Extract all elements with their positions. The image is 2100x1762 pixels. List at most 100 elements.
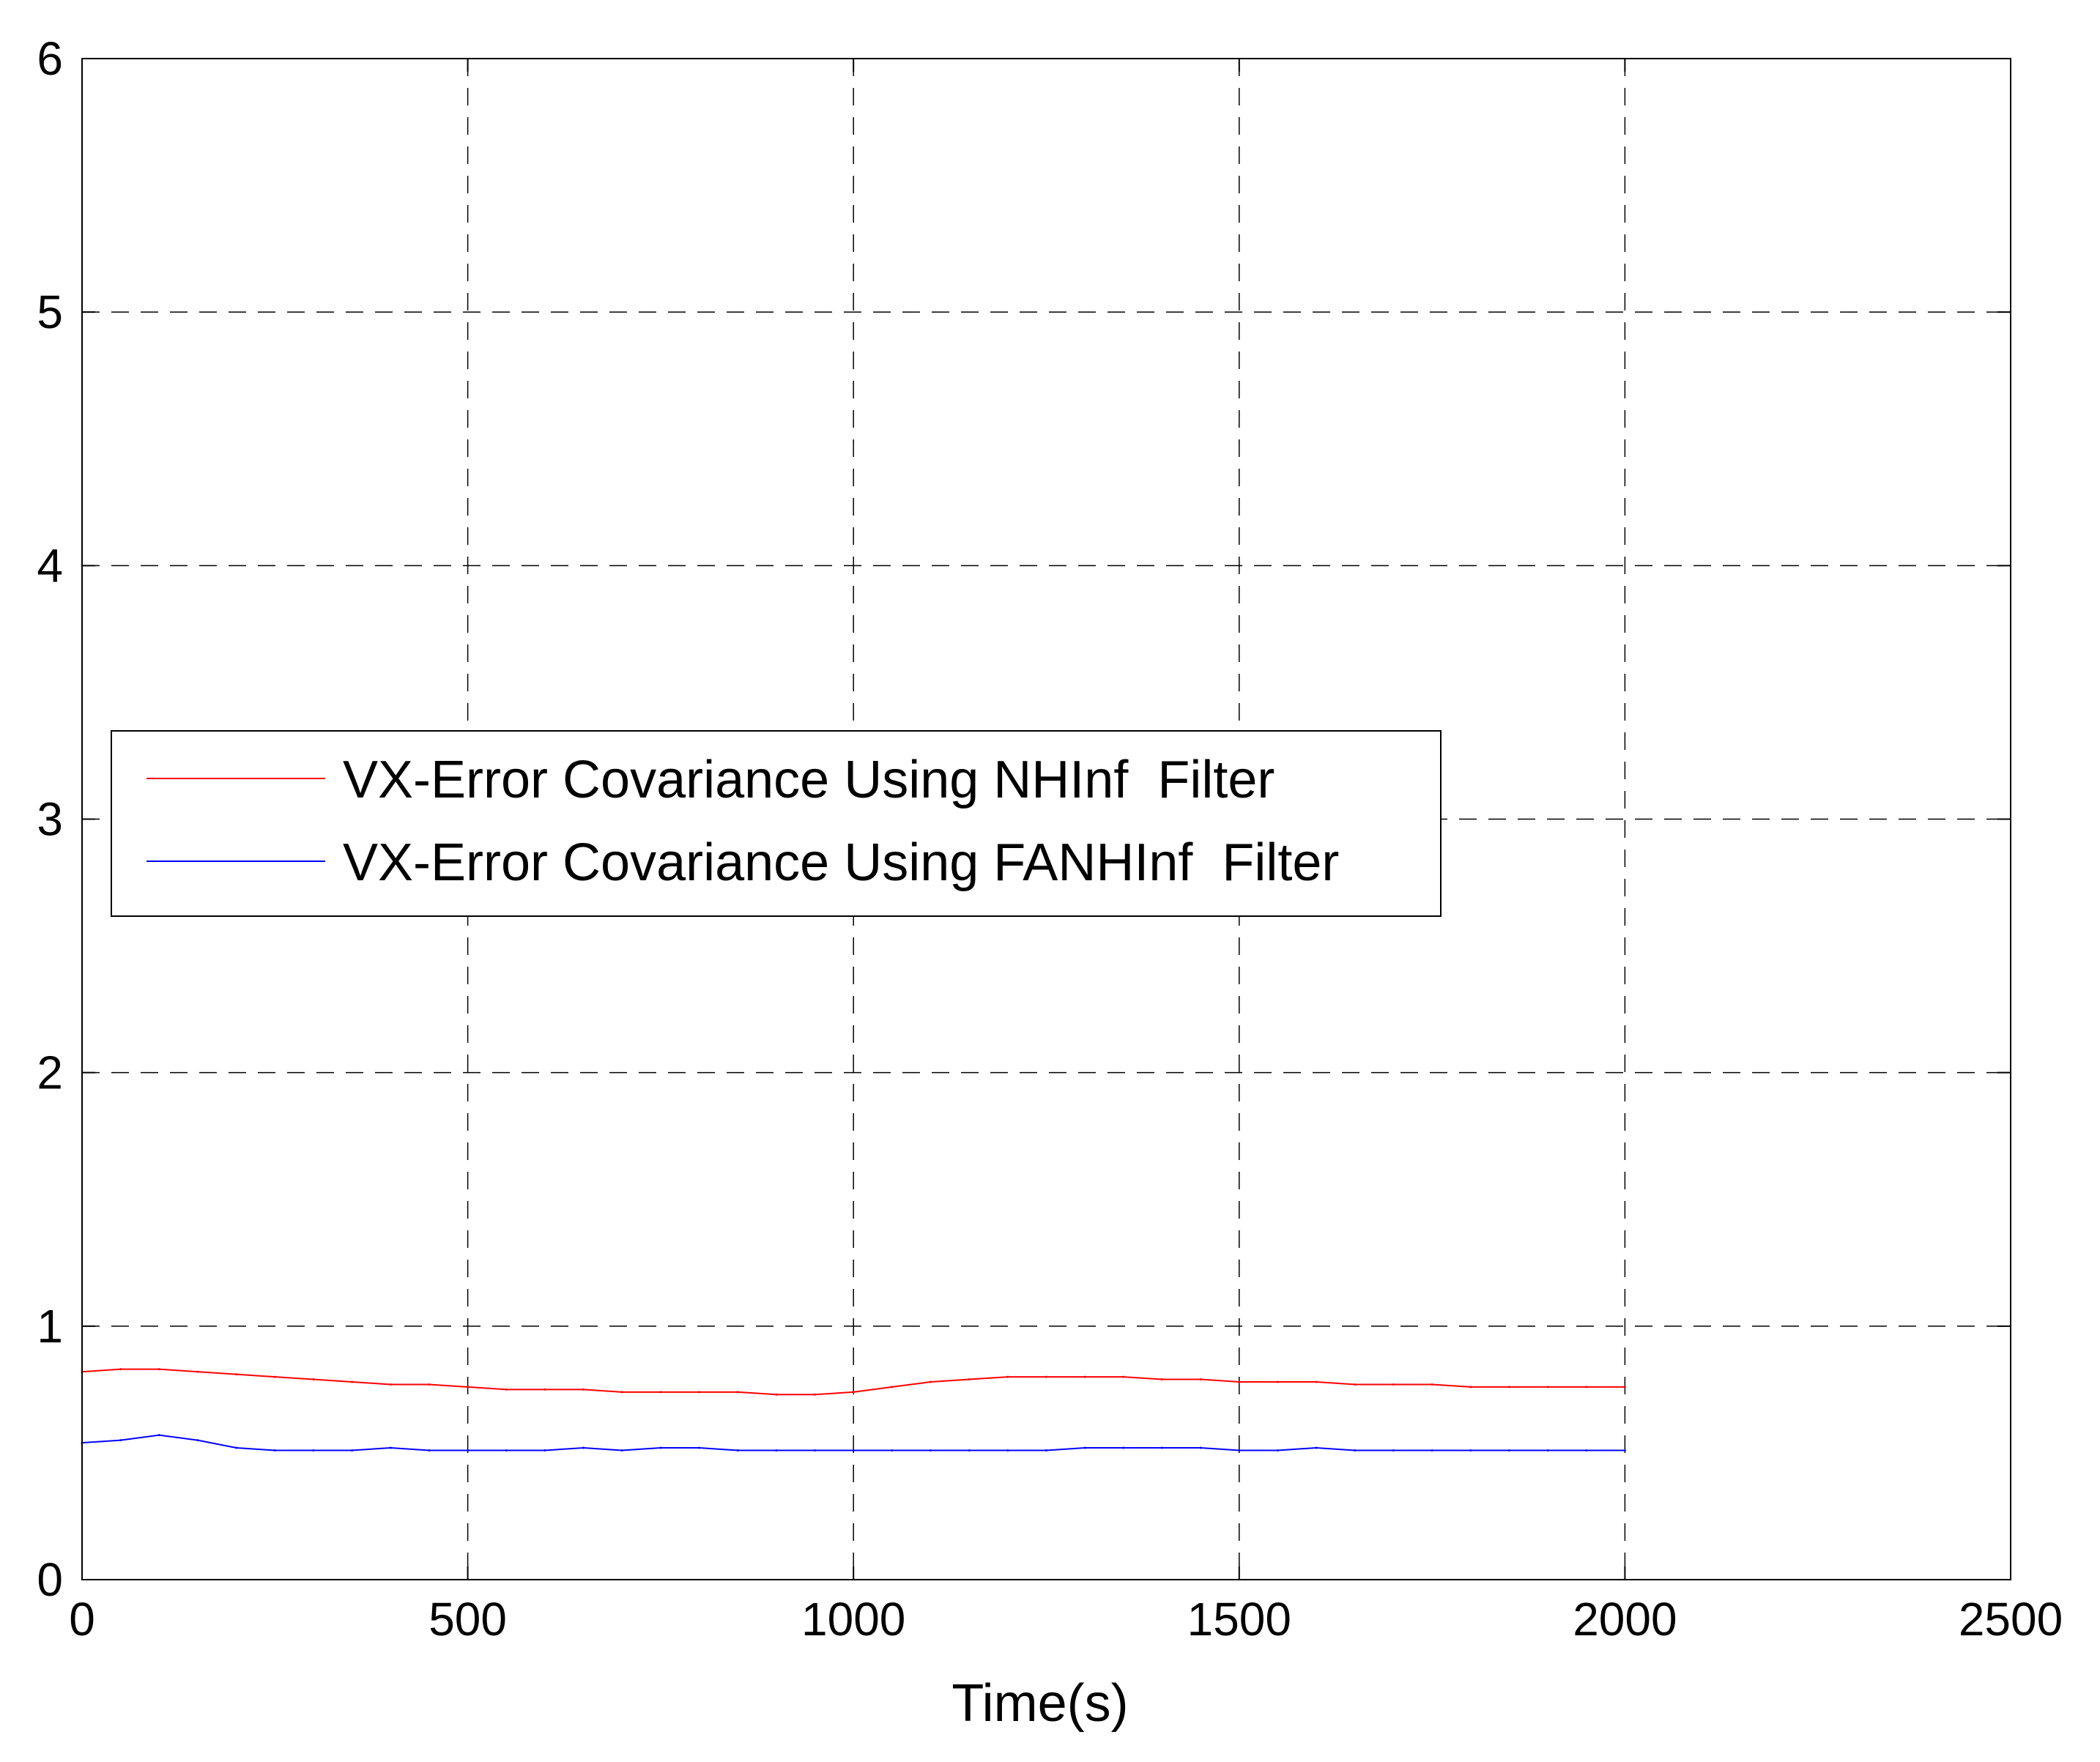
data-point (351, 1380, 354, 1383)
data-point (543, 1449, 546, 1451)
data-point (1431, 1449, 1433, 1451)
data-point (1122, 1375, 1125, 1378)
y-tick-label: 3 (37, 793, 63, 846)
data-point (1354, 1449, 1357, 1451)
data-point (852, 1391, 855, 1394)
data-point (1199, 1446, 1202, 1449)
data-point (698, 1391, 701, 1394)
y-tick-label: 2 (37, 1047, 63, 1099)
data-point (1276, 1449, 1279, 1451)
y-tick-label: 1 (37, 1300, 63, 1353)
data-point (1585, 1386, 1588, 1389)
data-point (814, 1449, 817, 1451)
data-point (968, 1378, 971, 1381)
data-point (1276, 1380, 1279, 1383)
data-point (891, 1386, 894, 1389)
data-point (736, 1391, 739, 1394)
data-point (620, 1449, 623, 1451)
tick-labels: 0 500 1000 1500 2000 2500 0 1 2 3 4 5 6 (37, 32, 2063, 1646)
data-point (235, 1446, 238, 1449)
data-point (1392, 1449, 1395, 1451)
data-point (1623, 1386, 1626, 1389)
data-point (1469, 1449, 1472, 1451)
data-point (659, 1446, 662, 1449)
data-point (1431, 1383, 1433, 1386)
y-tick-label: 4 (37, 539, 63, 592)
data-point (389, 1383, 392, 1386)
data-point (1238, 1380, 1241, 1383)
data-point (1083, 1375, 1086, 1378)
data-point (467, 1449, 470, 1451)
data-point (1006, 1375, 1009, 1378)
series-layer (81, 1368, 1626, 1451)
data-point (1083, 1446, 1086, 1449)
data-point (1315, 1446, 1318, 1449)
data-point (505, 1449, 508, 1451)
data-point (930, 1449, 932, 1451)
data-point (1546, 1449, 1549, 1451)
data-point (1006, 1449, 1009, 1451)
data-point (157, 1368, 160, 1371)
x-tick-label: 500 (428, 1593, 507, 1646)
x-tick-label: 2000 (1573, 1593, 1677, 1646)
data-point (736, 1449, 739, 1451)
data-point (273, 1449, 276, 1451)
data-point (1623, 1449, 1626, 1451)
data-point (1354, 1383, 1357, 1386)
data-point (428, 1383, 431, 1386)
data-point (196, 1439, 199, 1442)
data-point (1315, 1380, 1318, 1383)
data-point (543, 1388, 546, 1391)
data-point (582, 1446, 585, 1449)
data-point (196, 1370, 199, 1373)
data-point (1507, 1386, 1510, 1389)
data-point (814, 1393, 817, 1396)
data-point (620, 1391, 623, 1394)
data-point (1122, 1446, 1125, 1449)
x-tick-label: 1000 (801, 1593, 905, 1646)
data-point (351, 1449, 354, 1451)
data-point (119, 1439, 122, 1442)
data-point (1238, 1449, 1241, 1451)
data-point (1507, 1449, 1510, 1451)
data-point (1585, 1449, 1588, 1451)
legend-label-fanhinf: VX-Error Covariance Using FANHInf Filter (343, 833, 1339, 892)
data-point (1546, 1386, 1549, 1389)
data-point (582, 1388, 585, 1391)
data-point (968, 1449, 971, 1451)
data-point (389, 1446, 392, 1449)
data-point (1199, 1378, 1202, 1381)
data-point (1160, 1378, 1163, 1381)
data-point (505, 1388, 508, 1391)
data-point (891, 1449, 894, 1451)
legend-box (111, 730, 1442, 917)
y-tick-label: 5 (37, 286, 63, 338)
data-point (467, 1386, 470, 1389)
data-point (312, 1378, 315, 1381)
data-point (273, 1375, 276, 1378)
data-point (1392, 1383, 1395, 1386)
data-point (1045, 1449, 1047, 1451)
ticks (81, 58, 2011, 1580)
data-point (157, 1434, 160, 1437)
y-tick-label: 0 (37, 1553, 63, 1606)
data-point (852, 1449, 855, 1451)
data-point (775, 1393, 778, 1396)
data-point (1160, 1446, 1163, 1449)
legend-label-nhinf: VX-Error Covariance Using NHInf Filter (343, 751, 1275, 809)
y-tick-label: 6 (37, 32, 63, 85)
x-tick-label: 0 (69, 1593, 95, 1646)
x-tick-label: 2500 (1959, 1593, 2063, 1646)
data-point (930, 1380, 932, 1383)
x-tick-label: 1500 (1187, 1593, 1291, 1646)
data-point (775, 1449, 778, 1451)
data-point (698, 1446, 701, 1449)
legend: VX-Error Covariance Using NHInf Filter V… (111, 730, 1442, 917)
data-point (1469, 1386, 1472, 1389)
grid-lines (82, 59, 2011, 1580)
data-point (312, 1449, 315, 1451)
x-axis-label: Time(s) (951, 1674, 1128, 1733)
data-point (659, 1391, 662, 1394)
data-point (1045, 1375, 1047, 1378)
